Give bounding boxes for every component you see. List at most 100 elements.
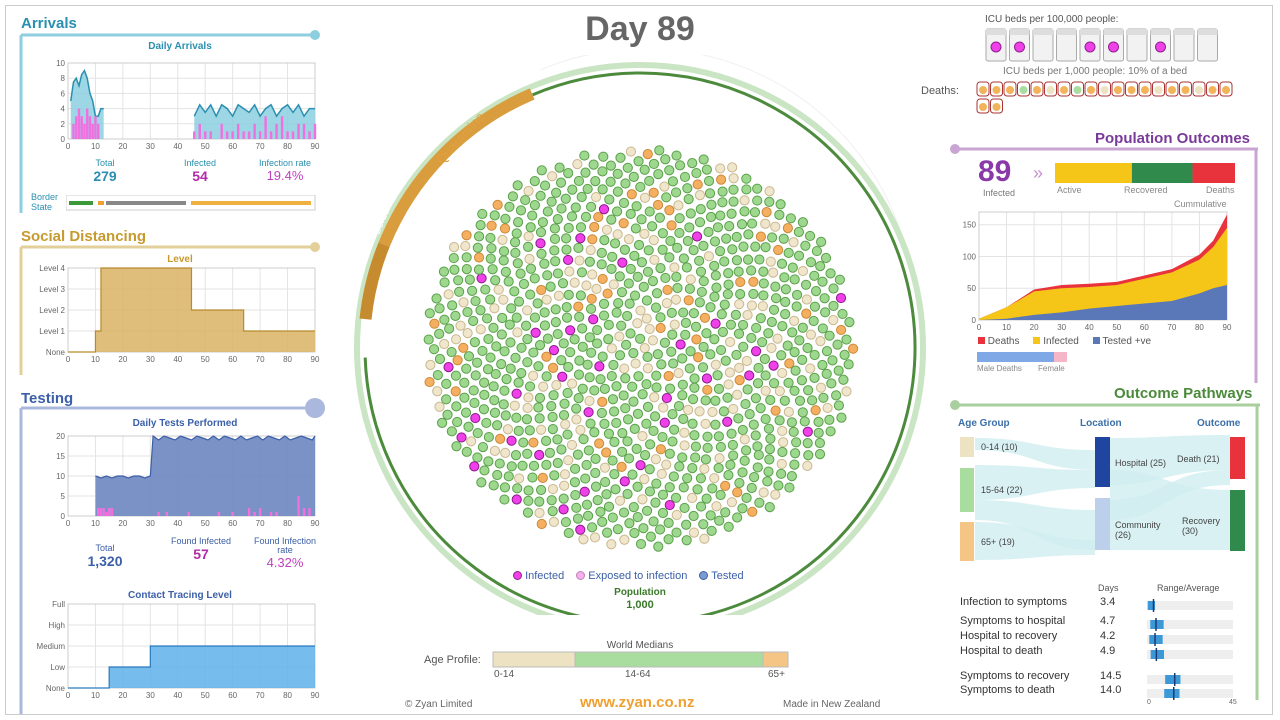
person-dot [723,379,734,390]
header-location: Location [1080,418,1122,429]
person-dot [797,407,808,418]
death-marker [1033,86,1041,94]
person-dot [628,171,639,182]
arrivals-infected-bar [193,131,196,139]
person-dot [499,482,511,493]
person-dot [620,178,631,189]
person-dot [511,312,522,323]
arrivals-infected-bar [308,131,311,139]
person-dot [768,304,780,315]
person-dot [713,462,724,474]
person-dot [574,311,585,323]
person-dot [613,297,624,309]
person-dot [546,401,557,412]
person-dot [802,342,813,354]
person-dot [434,353,446,365]
person-dot [447,300,458,311]
person-dot [694,255,705,266]
person-dot [571,414,582,425]
website-link[interactable]: www.zyan.co.nz [580,694,695,711]
exposed-dot [452,355,463,366]
person-dot [723,521,734,532]
person-dot [590,191,602,203]
person-dot [539,320,551,331]
person-dot [804,230,816,242]
person-dot [482,364,494,375]
person-dot [561,312,573,323]
person-dot [603,501,615,512]
infected-dot [750,346,762,357]
person-dot [738,241,749,252]
tests-xtick: 50 [201,519,210,528]
exposed-dot [429,318,440,329]
person-dot [727,244,738,255]
stat-infection-rate: Infection rate 19.4% [258,158,312,183]
tests-ytick: 20 [56,432,65,441]
exposed-dot [662,284,673,296]
person-dot [753,362,764,374]
pathway-row-label: Symptoms to recovery [960,670,1070,682]
social-xtick: 0 [66,355,71,364]
person-dot [794,395,806,406]
person-dot [460,407,472,418]
person-dot [509,400,520,411]
tests-infected-bar [275,512,278,516]
person-dot [479,377,490,388]
person-dot [722,289,733,300]
tracing-ytick: None [46,684,66,693]
person-dot [472,427,483,439]
person-dot [710,359,721,370]
tests-xtick: 70 [256,519,265,528]
person-dot [534,507,545,519]
person-dot [612,186,623,197]
outcome-bar [1055,163,1235,183]
cumulative-ytick: 150 [963,221,977,230]
infected-dot [583,407,594,418]
person-dot [813,416,824,427]
person-dot [700,454,711,465]
person-dot [734,299,745,310]
infected-dot [511,494,522,505]
person-dot [589,385,600,396]
person-dot [760,242,771,253]
person-dot [664,165,675,176]
person-dot [808,315,819,327]
person-dot [566,378,578,389]
tests-infected-bar [253,512,256,516]
person-dot [576,191,587,203]
person-dot [723,279,734,290]
age-profile-bar [492,651,789,668]
person-dot [541,459,552,470]
testing-title: Testing [21,390,74,407]
person-dot [709,473,720,484]
person-dot [685,208,696,219]
person-dot [488,322,499,333]
person-dot [715,489,726,501]
person-dot [671,271,682,282]
social-xtick: 60 [228,355,237,364]
person-dot [705,211,717,223]
tests-xtick: 0 [66,519,71,528]
person-dot [620,373,631,384]
person-dot [553,290,565,301]
person-dot [767,232,778,243]
arrivals-line [70,69,104,117]
person-dot [641,505,653,516]
icu-bed-head [1127,29,1147,35]
person-dot [615,152,626,163]
person-dot [770,281,781,292]
person-dot [649,411,661,422]
person-dot [741,173,752,184]
cumulative-area [979,227,1227,320]
person-dot [558,493,569,504]
person-dot [673,368,684,379]
range-track [1147,689,1233,698]
tests-infected-bar [157,512,160,516]
exposed-dot [587,234,598,245]
person-dot [737,424,748,436]
person-dot [695,266,707,277]
person-dot [809,349,820,361]
person-dot [701,493,712,504]
person-dot [606,263,617,275]
exposed-dot [473,252,485,263]
